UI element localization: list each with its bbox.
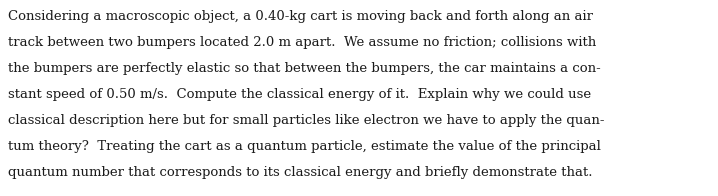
Text: classical description here but for small particles like electron we have to appl: classical description here but for small…	[8, 114, 605, 127]
Text: the bumpers are perfectly elastic so that between the bumpers, the car maintains: the bumpers are perfectly elastic so tha…	[8, 62, 601, 75]
Text: tum theory?  Treating the cart as a quantum particle, estimate the value of the : tum theory? Treating the cart as a quant…	[8, 140, 601, 153]
Text: quantum number that corresponds to its classical energy and briefly demonstrate : quantum number that corresponds to its c…	[8, 166, 592, 179]
Text: track between two bumpers located 2.0 m apart.  We assume no friction; collision: track between two bumpers located 2.0 m …	[8, 36, 596, 49]
Text: stant speed of 0.50 m/s.  Compute the classical energy of it.  Explain why we co: stant speed of 0.50 m/s. Compute the cla…	[8, 88, 591, 101]
Text: Considering a macroscopic object, a 0.40-kg cart is moving back and forth along : Considering a macroscopic object, a 0.40…	[8, 10, 593, 23]
